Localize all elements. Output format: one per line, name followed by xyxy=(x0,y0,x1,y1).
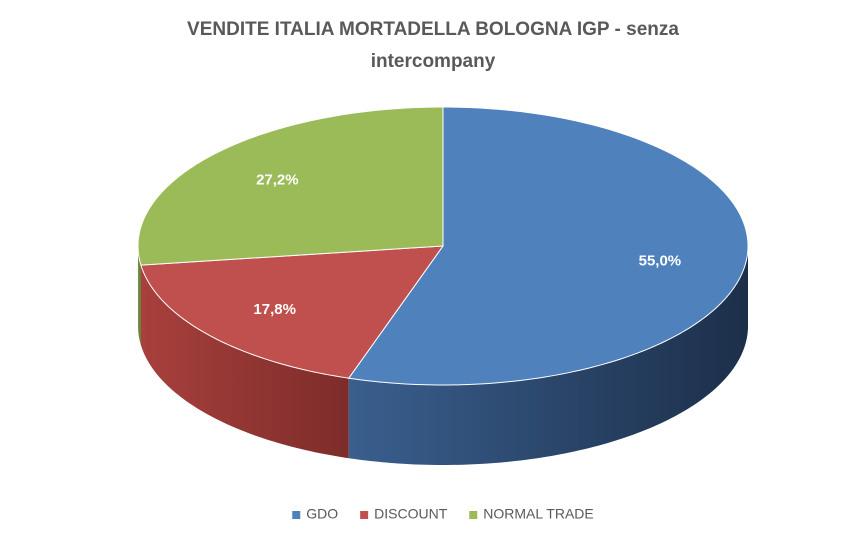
legend-label: DISCOUNT xyxy=(374,506,448,522)
chart-title: VENDITE ITALIA MORTADELLA BOLOGNA IGP - … xyxy=(187,19,679,72)
legend-swatch xyxy=(360,511,369,519)
slice-side xyxy=(348,246,748,465)
slice xyxy=(137,106,444,266)
slice xyxy=(140,245,445,379)
legend-label: NORMAL TRADE xyxy=(483,506,593,522)
slice-side xyxy=(138,246,141,346)
data-label: 27,2% xyxy=(256,171,299,188)
data-label: 17,8% xyxy=(253,301,296,318)
slice xyxy=(347,106,749,386)
legend-label: GDO xyxy=(306,506,338,522)
legend-swatch xyxy=(469,511,478,519)
slice-side xyxy=(140,265,349,459)
data-label: 55,0% xyxy=(639,253,682,270)
legend-swatch xyxy=(292,511,301,519)
